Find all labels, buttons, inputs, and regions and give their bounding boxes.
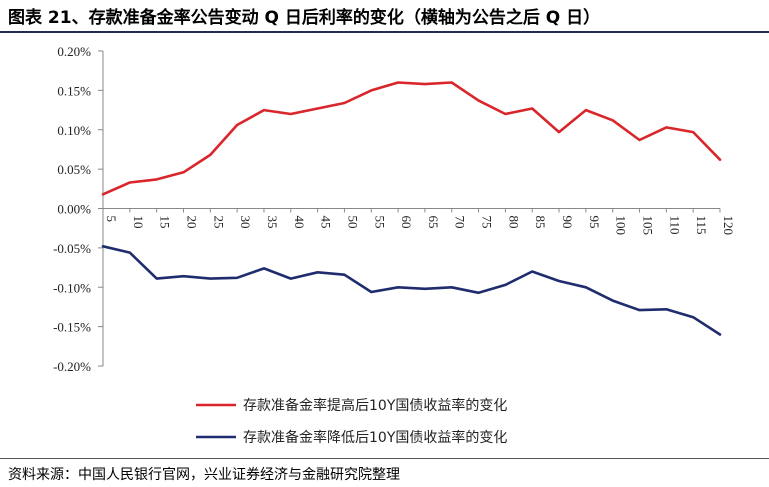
x-tick-label: 95: [587, 216, 602, 229]
y-tick-label: 0.20%: [57, 44, 91, 59]
x-tick-label: 25: [211, 216, 226, 229]
x-tick-label: 110: [667, 216, 682, 235]
x-tick-label: 20: [184, 216, 199, 229]
x-tick-label: 75: [480, 216, 495, 229]
x-tick-label: 55: [372, 216, 387, 229]
x-tick-label: 85: [533, 216, 548, 229]
series-group: [101, 81, 722, 336]
y-tick-label: 0.05%: [57, 162, 91, 177]
source-divider: [0, 458, 769, 459]
x-tick-label: 120: [721, 216, 736, 236]
source-note: 资料来源：中国人民银行官网，兴业证券经济与金融研究院整理: [8, 467, 400, 483]
x-axis: 5 10 15 20 25 30 35 40 45 50 55 60 65 70 75 80 85 90 95 100…: [102, 208, 736, 236]
x-tick-label: 45: [319, 216, 334, 229]
x-tick-label: 100: [614, 216, 629, 236]
x-tick-label: 30: [238, 216, 253, 229]
y-axis: 0.20% 0.15% 0.10% 0.05% 0.00% -0.05% -0.10% -0.…: [53, 44, 104, 374]
y-tick-label: -0.05%: [53, 241, 91, 256]
x-tick-label: 105: [641, 216, 656, 236]
y-tick-label: 0.10%: [57, 123, 91, 138]
x-tick-label: 15: [158, 216, 173, 229]
x-tick-label: 50: [345, 216, 360, 229]
x-tick-label: 90: [560, 216, 575, 229]
x-tick-label: 40: [292, 216, 307, 229]
figure-title: 图表 21、存款准备金率公告变动 Q 日后利率的变化（横轴为公告之后 Q 日）: [8, 8, 601, 28]
x-tick-label: 65: [426, 216, 441, 229]
x-tick-label: 10: [131, 216, 146, 229]
series-line-2: [101, 245, 722, 336]
y-tick-label: 0.00%: [57, 202, 91, 217]
y-tick-label: -0.20%: [53, 359, 91, 374]
y-tick-label: 0.15%: [57, 83, 91, 98]
x-tick-label: 80: [506, 216, 521, 229]
y-tick-label: -0.15%: [53, 320, 91, 335]
x-tick-label: 60: [399, 216, 414, 229]
y-tick-label: -0.10%: [53, 280, 91, 295]
x-tick-label: 115: [694, 216, 709, 235]
series-line-1: [101, 81, 722, 196]
legend-label-2: 存款准备金率降低后10Y国债收益率的变化: [243, 429, 507, 446]
legend-label-1: 存款准备金率提高后10Y国债收益率的变化: [243, 397, 507, 414]
title-divider: [0, 31, 769, 33]
x-tick-label: 70: [453, 216, 468, 229]
x-tick-label: 35: [265, 216, 280, 229]
x-tick-label: 5: [104, 216, 119, 223]
